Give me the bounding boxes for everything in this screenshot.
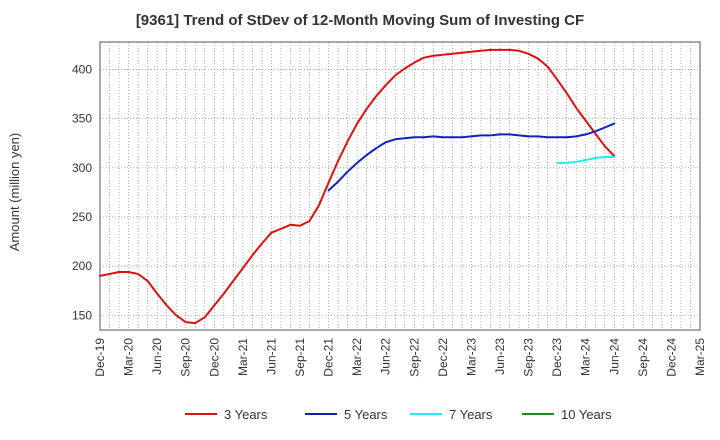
legend-label: 10 Years	[561, 407, 612, 422]
y-tick-labels: 150 200 250 300 350 400	[72, 63, 92, 323]
x-tick-label: Sep-22	[407, 338, 421, 377]
series-line-3-years	[99, 48, 616, 325]
x-tick-label: Sep-21	[293, 338, 307, 377]
x-tick-label: Sep-24	[636, 338, 650, 377]
series-line-7-years	[556, 156, 616, 164]
y-tick-label: 400	[72, 63, 92, 77]
x-tick-label: Jun-21	[264, 338, 278, 375]
x-tick-label: Jun-20	[150, 338, 164, 375]
x-tick-label: Sep-23	[522, 338, 536, 377]
x-tick-label: Mar-24	[579, 338, 593, 376]
x-tick-label: Jun-24	[607, 338, 621, 375]
plot-frame	[99, 41, 701, 331]
plot-area	[99, 41, 701, 331]
x-tick-label: Dec-23	[550, 338, 564, 377]
x-tick-label: Jun-23	[493, 338, 507, 375]
x-tick-label: Mar-20	[122, 338, 136, 376]
legend-item-5-years: 5 Years	[305, 407, 388, 422]
legend-item-7-years: 7 Years	[410, 407, 493, 422]
legend-item-3-years: 3 Years	[185, 407, 268, 422]
x-tick-label: Mar-25	[693, 338, 707, 376]
legend-label: 3 Years	[224, 407, 268, 422]
x-tick-label: Mar-22	[350, 338, 364, 376]
x-tick-label: Dec-22	[436, 338, 450, 377]
y-axis-label: Amount (million yen)	[7, 133, 22, 252]
x-tick-label: Sep-20	[179, 338, 193, 377]
x-tick-label: Dec-20	[207, 338, 221, 377]
chart-title: [9361] Trend of StDev of 12-Month Moving…	[136, 12, 584, 29]
x-tick-label: Mar-23	[464, 338, 478, 376]
x-tick-label: Mar-21	[236, 338, 250, 376]
y-tick-label: 150	[72, 308, 92, 322]
x-tick-labels: Dec-19 Mar-20 Jun-20 Sep-20 Dec-20 Mar-21 Jun-…	[93, 338, 707, 377]
y-tick-label: 200	[72, 259, 92, 273]
y-tick-label: 350	[72, 112, 92, 126]
legend-label: 5 Years	[344, 407, 388, 422]
series-lines	[99, 48, 616, 325]
x-tick-label: Dec-19	[93, 338, 107, 377]
series-line-5-years	[327, 122, 616, 192]
y-tick-label: 250	[72, 210, 92, 224]
legend-item-10-years: 10 Years	[522, 407, 612, 422]
x-tick-label: Jun-22	[379, 338, 393, 375]
legend-label: 7 Years	[449, 407, 493, 422]
y-tick-label: 300	[72, 161, 92, 175]
legend: 3 Years 5 Years 7 Years 10 Years	[185, 407, 612, 422]
x-tick-label: Dec-21	[322, 338, 336, 377]
x-tick-label: Dec-24	[664, 338, 678, 377]
